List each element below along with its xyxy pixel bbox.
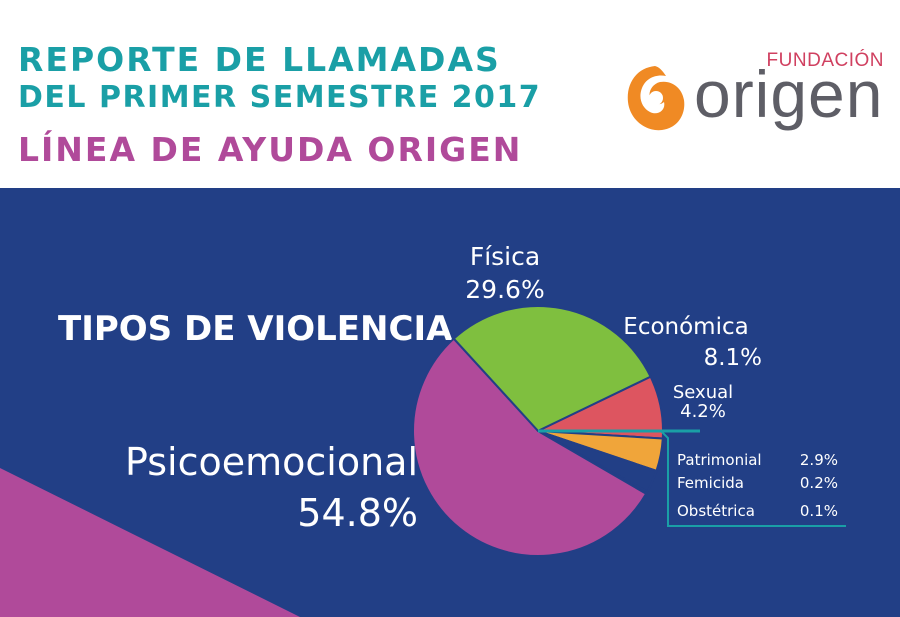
chart-title: TIPOS DE VIOLENCIA [58, 309, 453, 349]
callout-bracket [660, 430, 846, 527]
decorative-corner-shape [0, 468, 300, 617]
callout-name-obstetrica: Obstétrica [677, 502, 755, 520]
violence-types-panel: TIPOS DE VIOLENCIA Patrimonial 2.9% Femici… [0, 188, 900, 617]
report-header: REPORTE DE LLAMADAS DEL PRIMER SEMESTRE … [0, 0, 900, 188]
slice-value-economica: 8.1% [704, 345, 762, 371]
slice-value-fisica: 29.6% [465, 275, 544, 304]
slice-value-psicoemocional: 54.8% [297, 491, 418, 535]
callout-value-femicida: 0.2% [800, 474, 838, 492]
report-title-line-1: REPORTE DE LLAMADAS [18, 40, 501, 79]
fundacion-origen-logo: FUNDACIÓN origen [622, 40, 892, 140]
violence-types-pie-chart: TIPOS DE VIOLENCIA Patrimonial 2.9% Femici… [0, 242, 846, 617]
logo-origen-text: origen [694, 57, 884, 131]
small-categories-callout: Patrimonial 2.9% Femicida 0.2% Obstétrica 0.1… [538, 429, 846, 527]
slice-name-fisica: Física [470, 242, 540, 271]
slice-name-psicoemocional: Psicoemocional [125, 440, 418, 484]
pie-slice-psicoemocional [412, 337, 648, 557]
callout-value-obstetrica: 0.1% [800, 502, 838, 520]
callout-name-patrimonial: Patrimonial [677, 451, 762, 469]
report-title-line-2: DEL PRIMER SEMESTRE 2017 [18, 80, 542, 115]
report-subtitle: LÍNEA DE AYUDA ORIGEN [18, 130, 523, 169]
slice-value-sexual: 4.2% [680, 401, 726, 422]
slice-name-sexual: Sexual [673, 382, 733, 403]
origen-logo-mark-icon [627, 66, 685, 131]
callout-name-femicida: Femicida [677, 474, 744, 492]
callout-value-patrimonial: 2.9% [800, 451, 838, 469]
pie-slices [412, 305, 664, 557]
slice-name-economica: Económica [623, 314, 748, 340]
logo-fundacion-text: FUNDACIÓN [766, 50, 884, 71]
